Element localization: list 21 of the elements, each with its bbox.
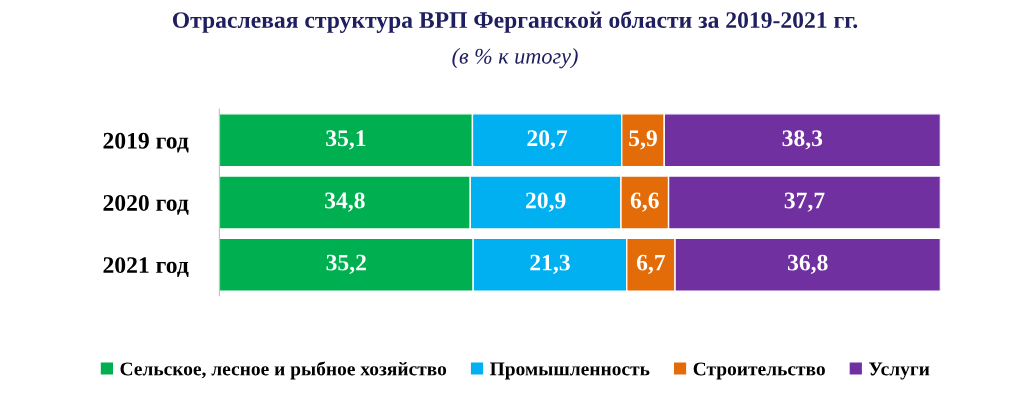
y-tick-label: 2020 год [103, 194, 189, 215]
y-tick-label: 2021 год [103, 257, 189, 277]
data-label: 20,9 [525, 192, 566, 212]
data-label: 35,2 [326, 254, 366, 274]
data-label: 36,8 [787, 254, 828, 274]
data-label: 34,8 [325, 192, 365, 212]
legend-label: Строительство [693, 362, 825, 380]
legend-label: Сельское, лесное и рыбное хозяйство [120, 361, 447, 380]
chart-title: Отраслевая структура ВРП Ферганской области за 2019-2021 гг. [172, 10, 858, 33]
chart-subtitle: (в % к итогу) [452, 48, 578, 69]
data-label: 35,1 [326, 130, 366, 150]
data-label: 6,6 [630, 192, 659, 212]
y-tick-label: 2019 год [103, 132, 189, 153]
legend-label: Услуги [868, 362, 930, 380]
data-label: 38,3 [782, 130, 823, 150]
data-label: 37,7 [784, 192, 825, 212]
data-label: 21,3 [530, 254, 570, 274]
data-label: 5,9 [629, 130, 657, 150]
data-label: 6,7 [636, 254, 666, 274]
data-label: 20,7 [527, 130, 568, 150]
legend-label: Промышленность [490, 362, 650, 380]
